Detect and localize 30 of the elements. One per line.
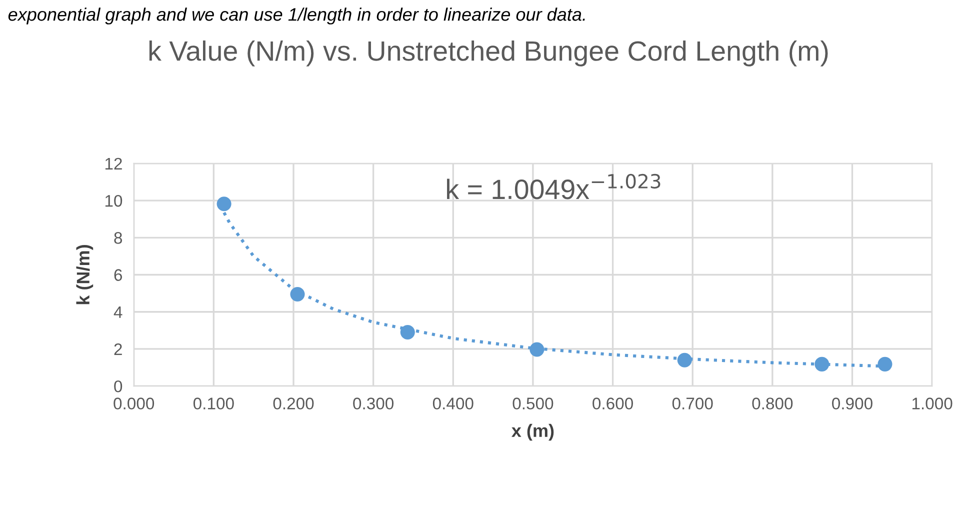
y-tick-label: 0 — [114, 380, 122, 392]
x-tick-label: 0.300 — [353, 398, 394, 410]
x-tick-label: 0.500 — [512, 398, 554, 410]
point — [677, 352, 692, 368]
point — [878, 356, 892, 372]
y-tick-label: 10 — [105, 194, 122, 207]
x-tick-label: 0.200 — [273, 398, 314, 410]
chart-title: k Value (N/m) vs. Unstretched Bungee Cord Length (m) — [149, 40, 828, 66]
x-axis-title: x (m) — [512, 424, 554, 441]
y-tick-label: 6 — [114, 269, 122, 281]
x-tick-label: 0.900 — [832, 398, 872, 410]
x-tick-label: 0.100 — [193, 398, 234, 410]
y-tick-label: 2 — [114, 343, 122, 356]
y-tick-label: 4 — [114, 306, 122, 318]
annotation: k = 1.0049x$^{−1.023}$ — [447, 174, 660, 200]
text: exponential graph and we can use 1/length in order to linearize our data. — [8, 8, 585, 24]
x-tick-label: 1.000 — [912, 398, 952, 410]
point — [814, 356, 830, 372]
y-tick-label: 12 — [105, 158, 122, 170]
point — [530, 342, 544, 357]
x-tick-label: 0.400 — [432, 398, 474, 410]
x-tick-label: 0.700 — [672, 398, 713, 410]
y-axis-title: k (N/m) — [76, 245, 94, 304]
x-tick-label: 0.000 — [114, 398, 154, 410]
y-tick-label: 8 — [114, 232, 122, 244]
point — [216, 196, 232, 212]
x-tick-label: 0.600 — [592, 398, 633, 410]
x-tick-label: 0.800 — [752, 398, 793, 410]
point — [400, 324, 415, 340]
point — [290, 286, 305, 302]
